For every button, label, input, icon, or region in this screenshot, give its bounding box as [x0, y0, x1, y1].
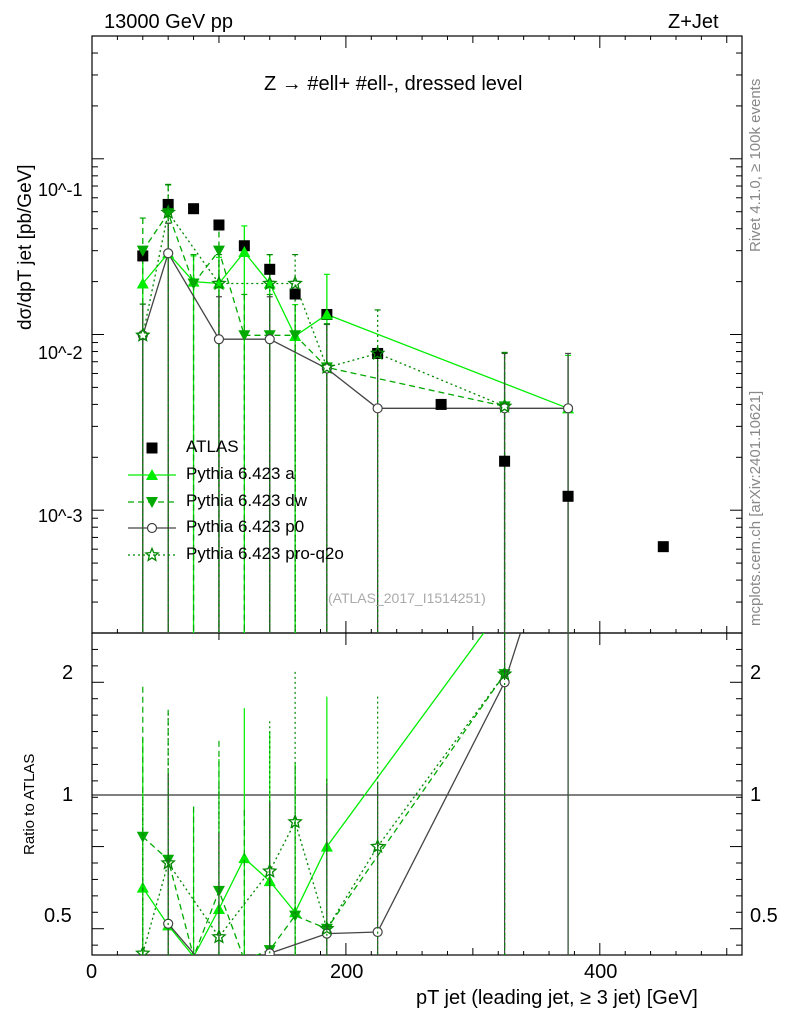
legend-label-a: Pythia 6.423 a — [186, 464, 295, 483]
point-data — [289, 288, 301, 300]
ratio-curve-dw — [142, 673, 506, 955]
ratio-tick-label-1-left: 1 — [62, 784, 74, 806]
legend-label-p0: Pythia 6.423 p0 — [186, 517, 305, 536]
legend-label-proq2o: Pythia 6.423 pro-q2o — [186, 544, 344, 563]
series-markers — [128, 198, 669, 562]
point-proq2o — [369, 345, 386, 361]
point-p0 — [213, 334, 225, 345]
axis-ticks — [91, 35, 742, 955]
ratio-tick-label-2-right: 2 — [750, 662, 762, 684]
ratio-tick-label-2-left: 2 — [62, 662, 74, 684]
point-proq2o — [211, 275, 227, 291]
point-data — [435, 398, 447, 410]
point-dw — [187, 278, 200, 290]
point-dw — [212, 245, 225, 257]
ratio-point-proq2o — [319, 920, 335, 936]
point-p0 — [163, 248, 174, 259]
ratio-point-p0 — [499, 677, 510, 688]
point-proq2o — [319, 359, 335, 374]
legend-marker-dw — [146, 497, 158, 508]
point-a — [238, 245, 251, 257]
y-tick-label-1e-2: 10^-2 — [38, 343, 83, 363]
curve-proq2o — [142, 210, 505, 407]
point-p0 — [372, 403, 383, 414]
x-axis-label: pT jet (leading jet, ≥ 3 jet) [GeV] — [416, 987, 698, 1009]
point-p0 — [562, 403, 574, 414]
source-note: mcplots.cern.ch [arXiv:2401.10621] — [747, 390, 764, 626]
point-a — [320, 308, 333, 320]
main-y-axis-label: dσ/dpT jet [pb/GeV] — [15, 164, 36, 330]
point-data — [264, 263, 276, 275]
legend-marker-a — [146, 469, 158, 480]
header-left-label: 13000 GeV pp — [104, 11, 233, 33]
point-data — [657, 541, 669, 553]
legend-marker-proq2o — [144, 546, 160, 562]
y-tick-label-1e-1: 10^-1 — [38, 180, 83, 200]
point-dw — [289, 330, 302, 342]
ratio-series-group — [135, 633, 569, 955]
point-p0 — [321, 363, 332, 374]
point-proq2o — [261, 275, 278, 291]
ratio-point-p0 — [264, 948, 275, 955]
ratio-point-proq2o — [135, 945, 151, 955]
ratio-point-dw — [136, 831, 149, 843]
ratio-plot-frame — [91, 632, 743, 956]
legend-label-dw: Pythia 6.423 dw — [186, 491, 307, 510]
legend-marker-p0 — [146, 522, 158, 534]
point-data — [188, 203, 200, 215]
point-p0 — [264, 334, 275, 345]
ratio-tick-label-1-right: 1 — [750, 784, 762, 806]
x-tick-label-0: 0 — [86, 961, 98, 983]
point-a — [136, 277, 149, 289]
legend-label-data: ATLAS — [186, 437, 239, 456]
ratio-curve-proq2o — [142, 673, 506, 954]
series-curves — [135, 183, 572, 955]
legend-marker-data — [146, 442, 158, 454]
point-data — [238, 240, 250, 252]
ratio-point-proq2o — [160, 854, 176, 870]
x-tick-label-400: 400 — [584, 961, 618, 983]
y-tick-label-1e-3: 10^-3 — [38, 506, 83, 526]
point-dw — [162, 208, 175, 220]
ratio-point-proq2o — [262, 863, 278, 878]
ratio-point-dw — [289, 910, 302, 922]
curve-dw — [142, 211, 505, 407]
point-proq2o — [160, 204, 176, 220]
point-proq2o — [287, 275, 303, 291]
ratio-tick-label-05-left: 0.5 — [44, 905, 72, 927]
point-dw — [238, 330, 251, 342]
ratio-point-proq2o — [369, 838, 386, 854]
header-right-label: Z+Jet — [668, 11, 719, 33]
ratio-tick-label-05-right: 0.5 — [750, 905, 778, 927]
rivet-note: Rivet 4.1.0, ≥ 100k events — [747, 78, 764, 252]
point-data — [213, 219, 225, 231]
analysis-label: (ATLAS_2017_I1514251) — [328, 590, 486, 606]
chart-subtitle: Z → #ell+ #ell-, dressed level — [264, 73, 523, 95]
point-proq2o — [135, 327, 151, 342]
point-data — [499, 455, 511, 467]
ratio-point-proq2o — [496, 665, 513, 681]
ratio-point-proq2o — [211, 928, 227, 944]
point-proq2o — [496, 398, 513, 413]
ratio-point-proq2o — [287, 813, 303, 829]
curve-p0 — [142, 251, 569, 409]
ratio-point-a — [238, 852, 251, 864]
x-tick-label-200: 200 — [330, 961, 364, 983]
ratio-y-axis-label: Ratio to ATLAS — [21, 753, 38, 855]
point-dw — [136, 245, 149, 257]
point-data — [372, 347, 384, 359]
point-data — [562, 490, 574, 502]
